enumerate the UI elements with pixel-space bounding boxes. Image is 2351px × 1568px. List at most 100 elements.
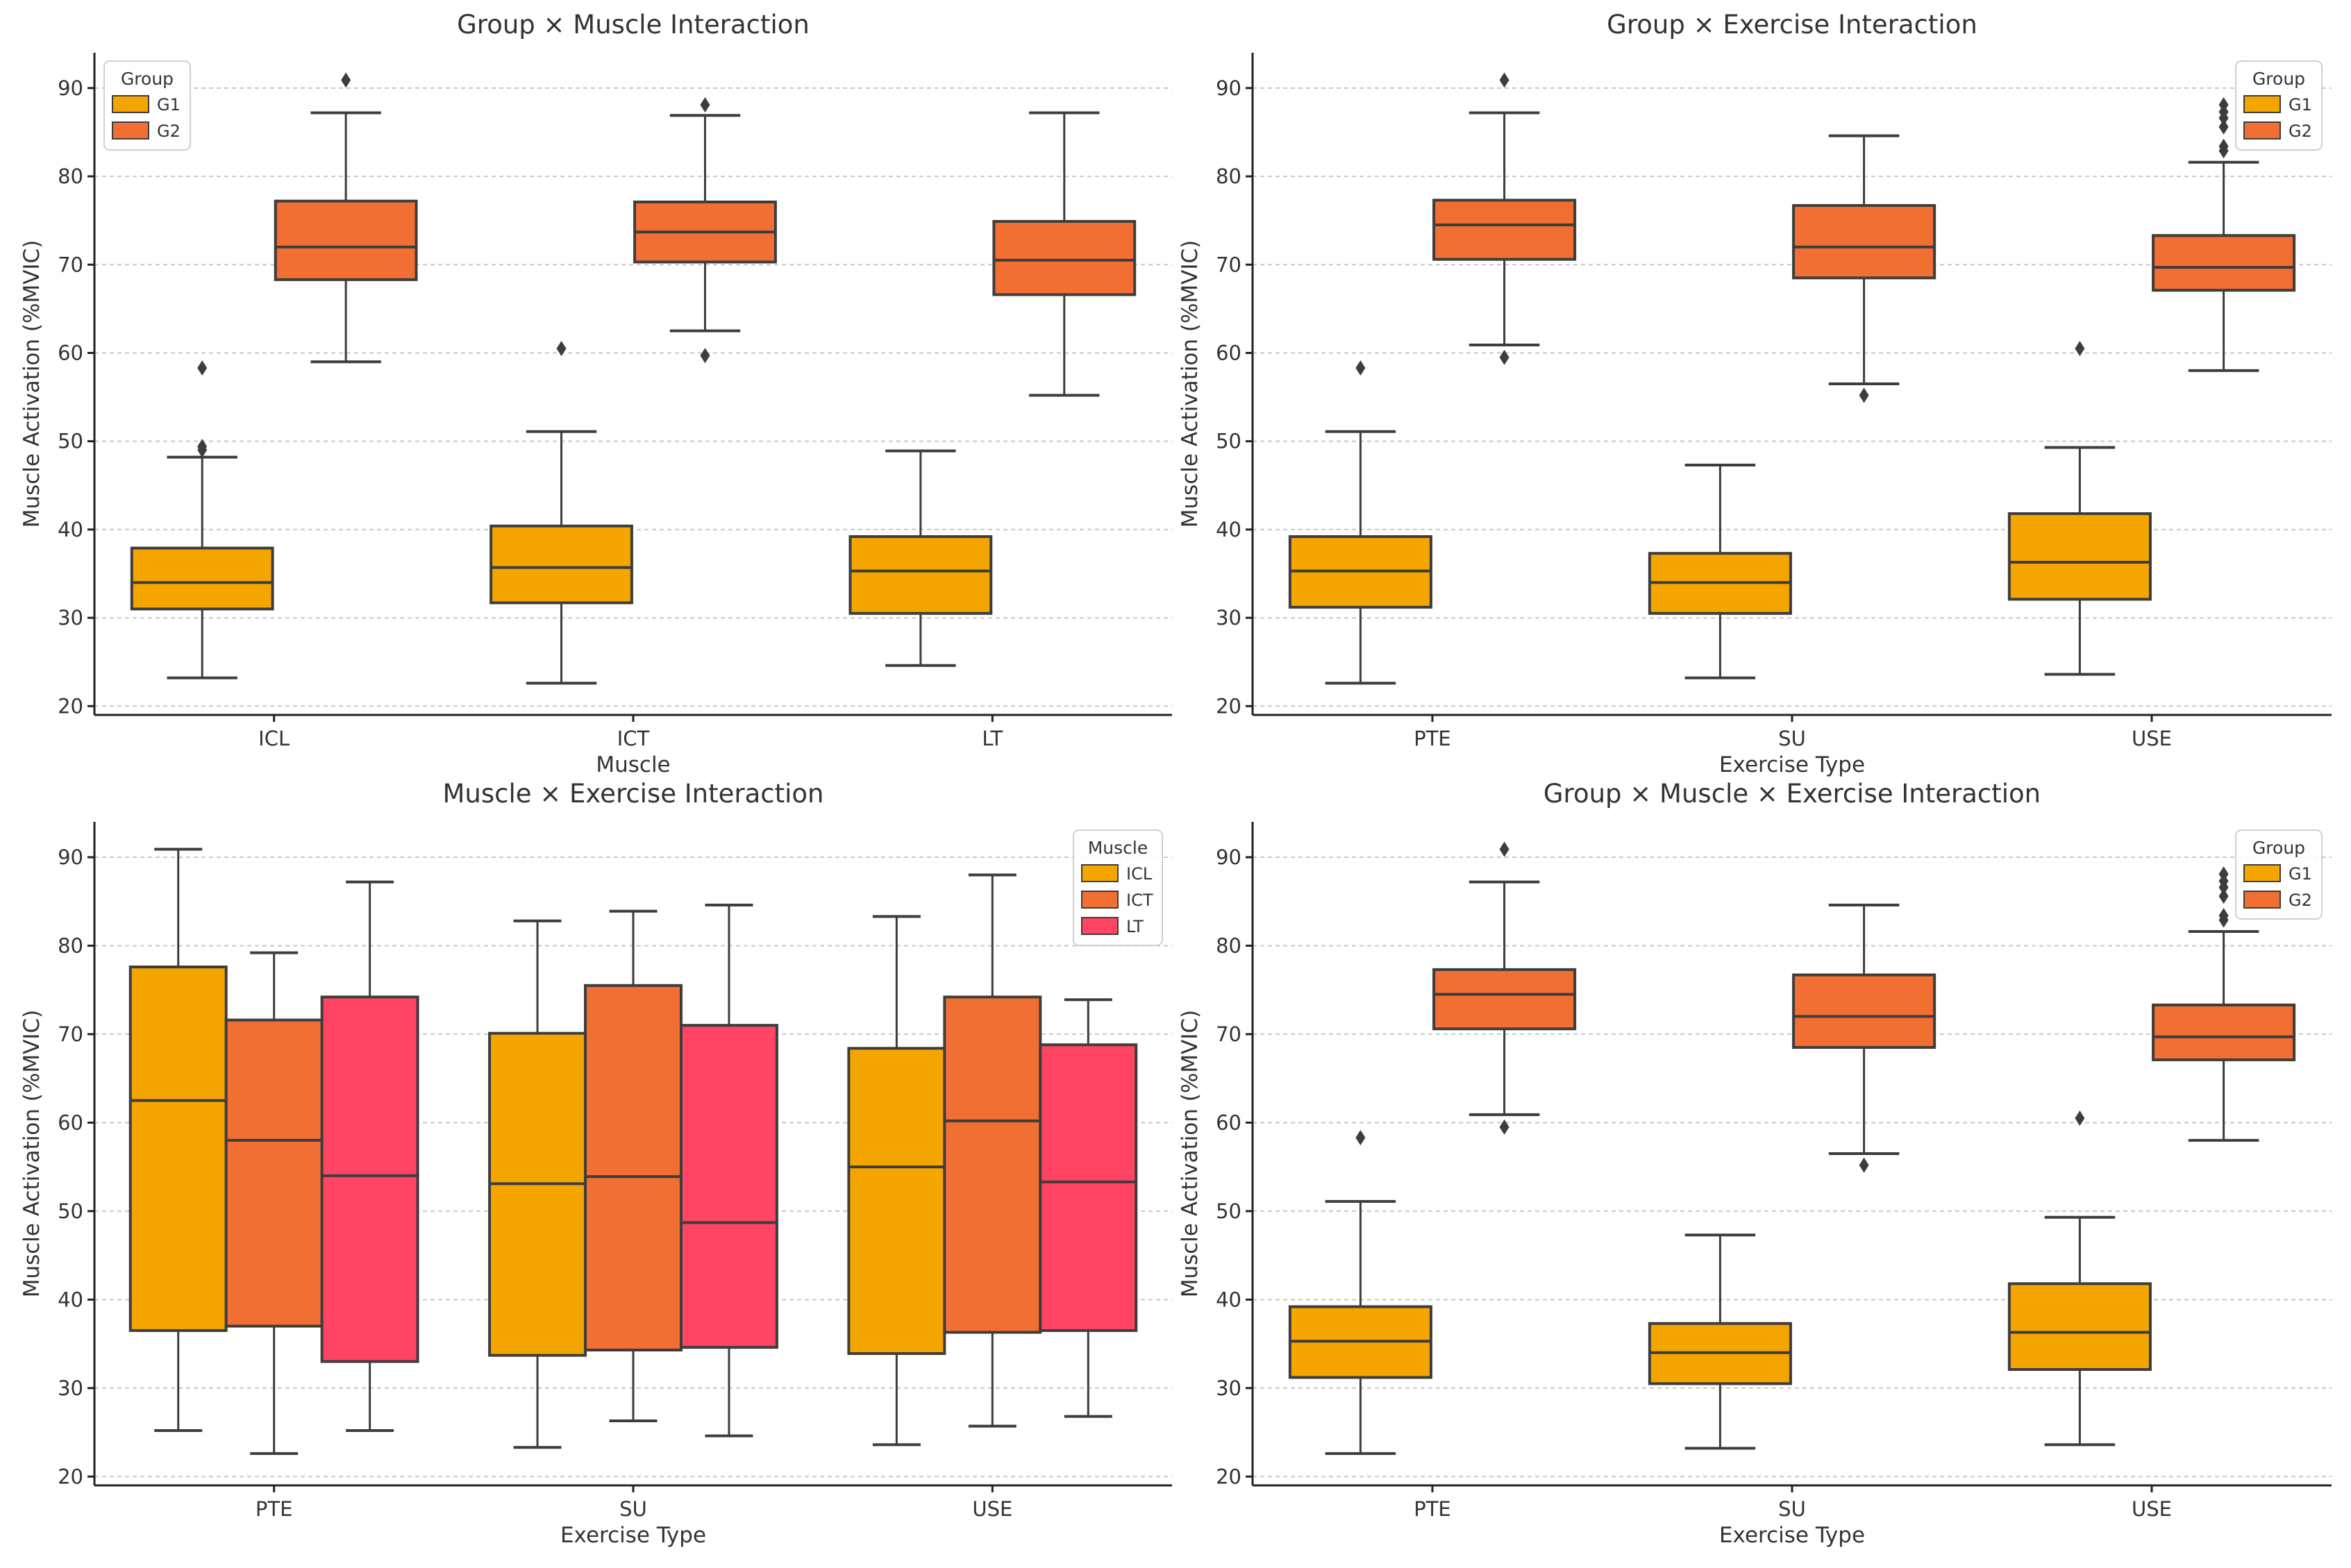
- x-tick-label: SU: [1778, 727, 1806, 750]
- box-iqr: [1792, 204, 1936, 280]
- x-tick-label: SU: [1778, 1497, 1806, 1521]
- y-tick-label: 40: [1216, 518, 1241, 541]
- box-iqr: [943, 995, 1042, 1334]
- legend: Group G1 G2: [2235, 829, 2323, 920]
- legend-title: Muscle: [1088, 838, 1148, 858]
- y-tick-label: 30: [58, 1376, 83, 1400]
- box-iqr: [1432, 968, 1577, 1031]
- box-G1-SU: [1648, 1233, 1792, 1450]
- chart-panel-4: 20 30 40 50 60 70 80 90 PTE SU USE Group × Muscle ×…: [1178, 779, 2332, 1548]
- outlier-point: [1499, 72, 1509, 88]
- outlier-point: [2218, 888, 2229, 904]
- legend-swatch-G1: [2243, 95, 2281, 113]
- box-iqr: [1039, 1043, 1138, 1332]
- box-G2-ICL: [274, 72, 418, 364]
- outlier-point: [197, 360, 208, 376]
- box-iqr: [274, 199, 418, 281]
- legend: Muscle ICL ICT LT: [1073, 829, 1163, 946]
- legend-swatch-G2: [112, 121, 149, 140]
- legend-swatch-LT: [1081, 917, 1119, 935]
- legend-label-G2: G2: [2289, 891, 2312, 910]
- box-G2-LT: [992, 111, 1137, 397]
- outlier-point: [2218, 866, 2229, 882]
- legend: Group G1 G2: [103, 60, 191, 151]
- outlier-point: [2218, 138, 2229, 154]
- x-axis-label: Exercise Type: [1719, 1523, 1865, 1548]
- box-iqr: [848, 535, 993, 615]
- y-tick-label: 90: [1216, 76, 1241, 100]
- outlier-point: [2075, 341, 2085, 357]
- chart-title: Group × Exercise Interaction: [1607, 10, 1977, 40]
- y-tick-label: 70: [58, 253, 83, 276]
- y-axis-label: Muscle Activation (%MVIC): [19, 240, 44, 528]
- box-G2-USE: [2152, 866, 2296, 1142]
- y-tick-label: 40: [1216, 1288, 1241, 1311]
- outlier-point: [1355, 1130, 1366, 1146]
- y-tick-label: 90: [1216, 845, 1241, 869]
- outlier-point: [1859, 387, 1869, 403]
- chart-panel-3: 20 30 40 50 60 70 80 90 PTE SU USE Muscle × Exercis…: [19, 779, 1172, 1548]
- legend-frame: [1073, 829, 1163, 946]
- outlier-point: [700, 348, 710, 364]
- box-iqr: [847, 1047, 946, 1356]
- y-tick-label: 40: [58, 1288, 83, 1311]
- y-tick-label: 20: [58, 694, 83, 718]
- y-tick-label: 50: [1216, 1199, 1241, 1223]
- outlier-point: [1499, 841, 1509, 857]
- box-G1-LT: [848, 449, 993, 667]
- y-tick-label: 50: [1216, 430, 1241, 453]
- chart-title: Group × Muscle Interaction: [457, 10, 810, 40]
- x-axis-label: Muscle: [596, 752, 670, 777]
- box-iqr: [1432, 199, 1577, 261]
- x-tick-label: PTE: [1414, 1497, 1451, 1521]
- box-G2-PTE: [1432, 841, 1577, 1135]
- outlier-point: [1499, 349, 1509, 365]
- outlier-point: [2218, 908, 2229, 924]
- outlier-point: [2218, 119, 2229, 135]
- y-tick-label: 70: [1216, 1022, 1241, 1046]
- x-tick-label: USE: [972, 1497, 1012, 1521]
- box-iqr: [2152, 234, 2296, 292]
- legend-title: Group: [2252, 69, 2305, 89]
- x-tick-label: USE: [2132, 727, 2172, 750]
- y-tick-label: 30: [1216, 1376, 1241, 1400]
- x-axis-label: Exercise Type: [560, 1523, 706, 1548]
- x-tick-label: USE: [2132, 1497, 2172, 1521]
- y-tick-label: 40: [58, 518, 83, 541]
- box-G1-USE: [2007, 1111, 2152, 1447]
- box-ICT-USE: [943, 873, 1042, 1428]
- x-tick-label: PTE: [256, 1497, 293, 1521]
- y-tick-label: 80: [1216, 934, 1241, 957]
- chart-title: Muscle × Exercise Interaction: [442, 779, 823, 809]
- x-tick-label: ICL: [258, 727, 290, 750]
- legend-label-G1: G1: [2289, 95, 2312, 115]
- box-iqr: [2152, 1003, 2296, 1061]
- x-tick-label: ICT: [617, 727, 650, 750]
- box-G2-ICT: [633, 97, 777, 364]
- legend-label-G1: G1: [157, 95, 181, 115]
- box-iqr: [1792, 973, 1936, 1049]
- y-tick-label: 70: [1216, 253, 1241, 276]
- chart-panel-2: 20 30 40 50 60 70 80 90 PTE SU USE Group × Exercise…: [1178, 10, 2332, 777]
- box-ICT-SU: [584, 909, 683, 1422]
- x-axis-label: Exercise Type: [1719, 752, 1865, 777]
- box-iqr: [320, 995, 419, 1363]
- y-tick-label: 20: [58, 1465, 83, 1488]
- outlier-point: [1859, 1157, 1869, 1173]
- box-ICL-PTE: [128, 848, 228, 1432]
- outlier-point: [1499, 1119, 1509, 1135]
- box-G1-SU: [1648, 464, 1792, 680]
- x-tick-label: PTE: [1414, 727, 1451, 750]
- y-tick-label: 60: [58, 341, 83, 364]
- legend-swatch-ICT: [1081, 891, 1119, 909]
- y-tick-label: 70: [58, 1022, 83, 1046]
- box-iqr: [488, 1031, 587, 1357]
- y-tick-label: 30: [1216, 606, 1241, 630]
- box-G2-USE: [2152, 97, 2296, 372]
- y-tick-label: 20: [1216, 694, 1241, 718]
- y-tick-label: 30: [58, 606, 83, 630]
- box-G1-PTE: [1288, 360, 1432, 685]
- legend: Group G1 G2: [2235, 60, 2323, 151]
- legend-swatch-ICL: [1081, 864, 1119, 882]
